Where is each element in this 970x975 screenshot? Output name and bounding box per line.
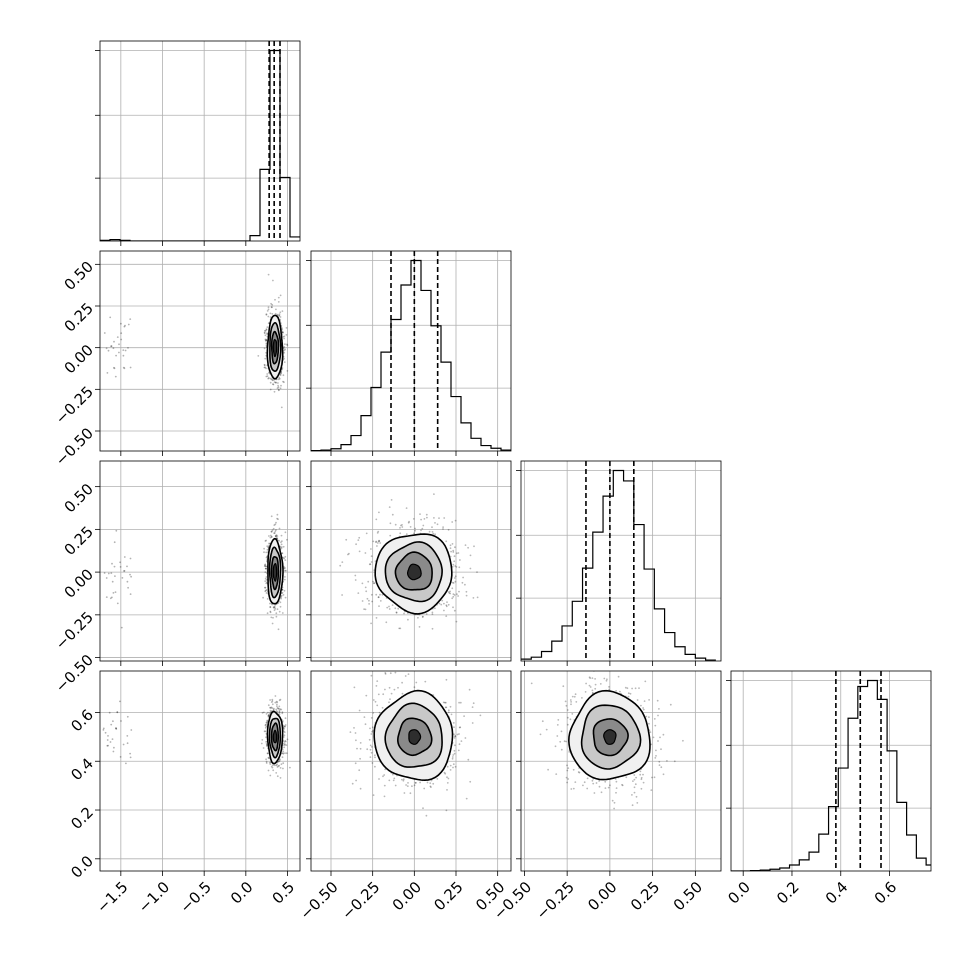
x-tick-label: 0.0	[227, 878, 257, 908]
x-tick-label: 0.25	[430, 878, 466, 914]
y-tick-label: 0.0	[67, 852, 97, 882]
x-tick-label: −0.50	[297, 878, 342, 923]
scatter-panel-3-2	[531, 658, 684, 809]
x-tick-label: −0.5	[176, 878, 214, 916]
x-tick-label: 0.00	[389, 878, 425, 914]
x-tick-label: −0.25	[533, 878, 578, 923]
x-tick-label: 0.0	[724, 878, 754, 908]
y-tick-label: 0.6	[67, 706, 97, 736]
y-tick-label: −0.50	[52, 651, 97, 696]
x-tick-label: 0.50	[670, 878, 706, 914]
contour-level-4	[273, 730, 276, 742]
x-tick-label: 0.4	[822, 878, 852, 908]
histogram-1	[311, 251, 511, 451]
y-tick-label: 0.25	[61, 299, 97, 335]
scatter-panel-2-1	[339, 493, 478, 629]
x-tick-label: −0.25	[338, 878, 383, 923]
contour-level-4	[408, 564, 422, 580]
scatter-panel-3-1	[350, 662, 482, 817]
y-tick-label: 0.00	[61, 565, 97, 601]
y-tick-label: −0.25	[52, 608, 97, 653]
x-tick-label: 0.5	[269, 878, 299, 908]
scatter-panel-3-0	[103, 695, 291, 779]
histogram-frame-2	[521, 461, 721, 661]
histogram-frame-3	[731, 671, 931, 871]
y-tick-label: 0.2	[67, 803, 97, 833]
scatter-frame-3-0	[100, 671, 300, 871]
y-tick-label: 0.50	[61, 258, 97, 294]
histogram-step-2	[521, 471, 716, 661]
histogram-2	[521, 461, 716, 661]
x-tick-label: 0.25	[627, 878, 663, 914]
histogram-step-0	[100, 51, 300, 241]
x-tick-label: 0.6	[871, 878, 901, 908]
y-tick-label: −0.50	[52, 424, 97, 469]
x-tick-label: −1.5	[93, 878, 131, 916]
histogram-3	[731, 671, 931, 871]
contour-level-4	[273, 564, 276, 582]
y-tick-label: −0.25	[52, 383, 97, 428]
scatter-panel-1-0	[104, 274, 288, 409]
contour-level-4	[604, 730, 616, 745]
histogram-step-3	[731, 681, 931, 871]
y-tick-label: 0.25	[61, 523, 97, 559]
x-tick-label: 0.00	[584, 878, 620, 914]
y-tick-label: 0.4	[67, 755, 97, 785]
y-tick-label: 0.00	[61, 341, 97, 377]
histogram-0	[100, 41, 300, 241]
x-tick-label: 0.2	[773, 878, 803, 908]
contour-level-4	[273, 340, 276, 357]
y-tick-label: 0.50	[61, 480, 97, 516]
histogram-step-1	[311, 261, 511, 451]
x-tick-label: −1.0	[135, 878, 173, 916]
